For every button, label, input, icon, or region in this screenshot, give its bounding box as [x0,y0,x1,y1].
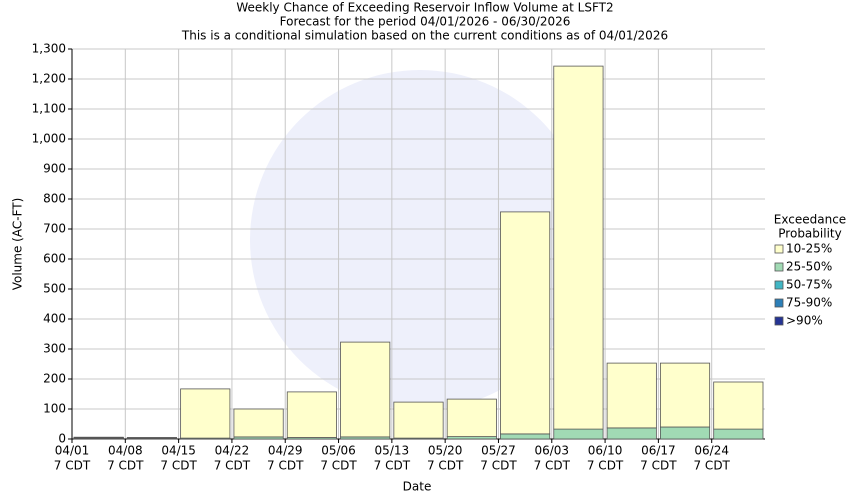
bar-segment [553,65,604,430]
x-tick-sublabel: 7 CDT [54,459,91,473]
y-tick-label: 300 [43,342,66,356]
chart-subtitle: This is a conditional simulation based o… [181,29,668,43]
x-tick-sublabel: 7 CDT [640,459,677,473]
x-tick-label: 06/03 [534,444,569,458]
bar-segment [446,398,497,438]
x-tick-label: 05/27 [481,444,516,458]
y-tick-label: 0 [58,432,66,446]
bar-segment [606,362,657,429]
bar-segment [606,427,657,440]
legend-swatch [774,244,784,254]
x-tick-label: 06/24 [694,444,729,458]
bar-segment [500,211,551,435]
y-tick-label: 1,300 [32,42,66,56]
x-tick-label: 06/17 [641,444,676,458]
x-tick-sublabel: 7 CDT [480,459,517,473]
x-tick-label: 05/13 [375,444,410,458]
x-tick-label: 06/10 [588,444,623,458]
x-tick-label: 04/01 [55,444,90,458]
y-tick-label: 700 [43,222,66,236]
y-tick-label: 600 [43,252,66,266]
legend-swatch [774,298,784,308]
chart-title: Weekly Chance of Exceeding Reservoir Inf… [236,1,613,15]
legend-swatch [774,262,784,272]
bar-segment [713,381,764,430]
x-tick-sublabel: 7 CDT [587,459,624,473]
x-tick-sublabel: 7 CDT [534,459,571,473]
y-axis-label: Volume (AC-FT) [11,198,25,291]
x-axis-label: Date [403,480,432,494]
x-tick-sublabel: 7 CDT [214,459,251,473]
x-tick-label: 05/20 [428,444,463,458]
bar-segment [233,408,284,438]
x-tick-label: 04/15 [161,444,196,458]
x-tick-label: 04/22 [215,444,250,458]
chart-subtitle: Forecast for the period 04/01/2026 - 06/… [280,15,571,29]
x-tick-sublabel: 7 CDT [160,459,197,473]
y-tick-label: 200 [43,372,66,386]
x-tick-sublabel: 7 CDT [320,459,357,473]
x-tick-label: 04/08 [108,444,143,458]
bar-segment [180,388,231,439]
y-tick-label: 1,000 [32,132,66,146]
y-tick-label: 100 [43,402,66,416]
bar-segment [286,391,337,438]
bar-segment [659,362,711,428]
bar-segment [340,341,391,438]
x-tick-label: 04/29 [268,444,303,458]
y-tick-label: 400 [43,312,66,326]
bar-segment [500,433,551,440]
legend-label: 10-25% [786,242,832,256]
bar-segment [553,428,604,440]
legend-label: 75-90% [786,296,832,310]
bar-segment [659,426,711,440]
bar-segment [393,401,444,439]
legend-swatch [774,316,784,326]
y-tick-label: 500 [43,282,66,296]
legend-swatch [774,280,784,290]
y-tick-label: 1,100 [32,102,66,116]
x-tick-sublabel: 7 CDT [693,459,730,473]
y-tick-label: 1,200 [32,72,66,86]
bar-segment [713,428,764,440]
x-tick-sublabel: 7 CDT [427,459,464,473]
x-tick-sublabel: 7 CDT [267,459,304,473]
legend-title: Probability [778,227,841,241]
x-tick-sublabel: 7 CDT [374,459,411,473]
y-tick-label: 800 [43,192,66,206]
y-tick-label: 900 [43,162,66,176]
legend-label: 25-50% [786,260,832,274]
legend-label: 50-75% [786,278,832,292]
legend-title: Exceedance [774,213,846,227]
x-tick-sublabel: 7 CDT [107,459,144,473]
legend-label: >90% [786,314,823,328]
x-tick-label: 05/06 [321,444,356,458]
